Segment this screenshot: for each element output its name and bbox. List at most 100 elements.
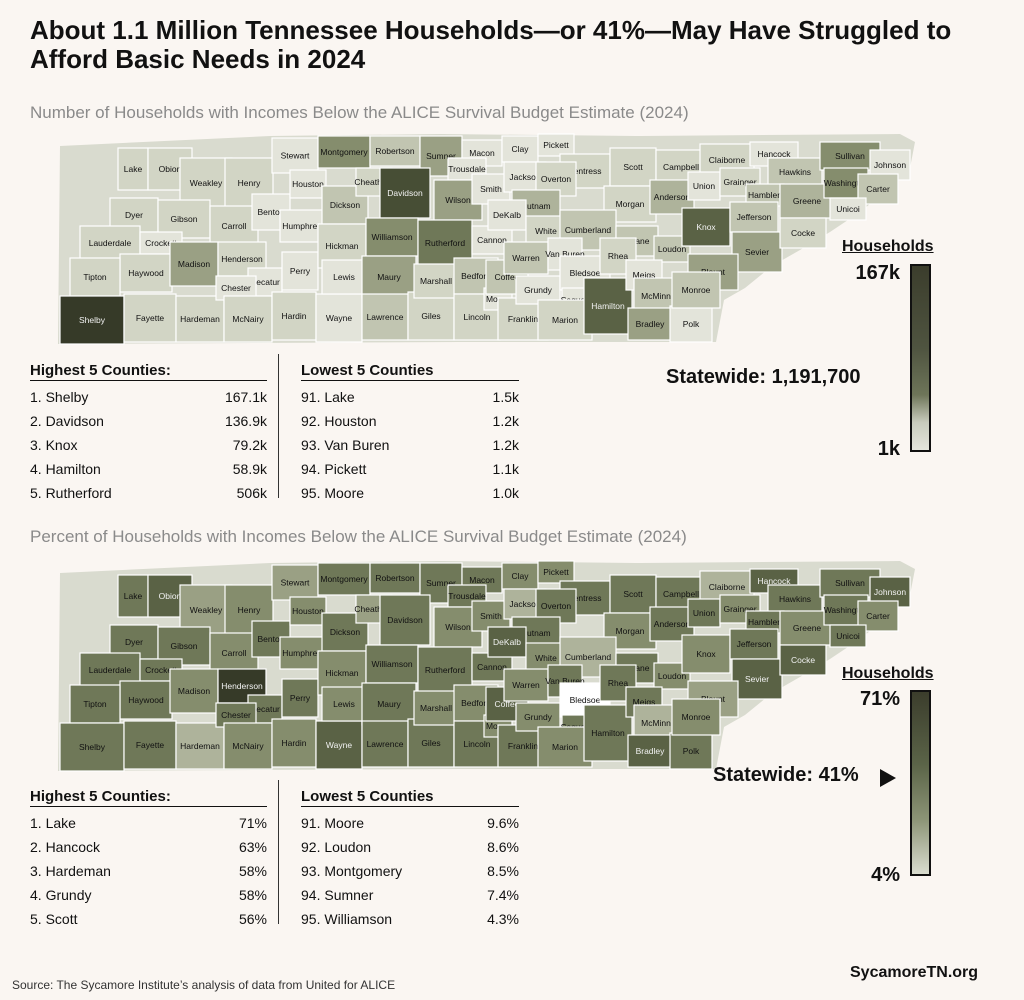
county-label: Bradley [636, 746, 666, 756]
county-label: Loudon [658, 671, 687, 681]
list-item: 93. Montgomery 8.5% [301, 859, 519, 883]
county-label: Haywood [128, 695, 164, 705]
county-label: Pickett [543, 140, 569, 150]
county-shelby [59, 722, 125, 772]
county-label: Davidson [387, 615, 423, 625]
county-label: Crockett [145, 238, 177, 248]
county-label: Union [693, 608, 715, 618]
county-label: Gibson [171, 641, 198, 651]
county-label: Lewis [333, 272, 355, 282]
county-label: Sullivan [835, 578, 865, 588]
county-value: 1.0k [492, 485, 519, 501]
county-marshall [413, 263, 459, 299]
county-monroe [671, 698, 721, 736]
county-label: Cheatham [354, 604, 393, 614]
county-label: Jefferson [737, 212, 772, 222]
county-label: Sevier [745, 247, 769, 257]
county-label: Van Buren [545, 676, 585, 686]
percent-legend-title: Households [842, 665, 934, 682]
county-label: Campbell [663, 162, 699, 172]
county-lewis [321, 686, 367, 722]
county-label: Stewart [281, 151, 310, 161]
county-mcnairy [223, 295, 273, 343]
county-label: Greene [793, 196, 822, 206]
county-label: Meigs [633, 270, 656, 280]
county-value: 1.5k [492, 389, 519, 405]
county-maury [361, 255, 417, 299]
list-item: 95. Williamson 4.3% [301, 907, 519, 931]
county-label: Fentress [568, 593, 601, 603]
county-hardeman [175, 295, 225, 343]
county-label: Trousdale [448, 164, 486, 174]
county-label: Cannon [477, 235, 507, 245]
county-jefferson [729, 201, 779, 233]
county-value: 167.1k [224, 389, 267, 405]
county-knox [681, 634, 731, 674]
count-map-svg: Lake Obion Weakley Henry Stewart Montgomery Ro… [58, 133, 915, 345]
county-label: Polk [683, 319, 700, 329]
county-label: Loudon [658, 244, 687, 254]
count-statewide-total: Statewide: 1,191,700 [666, 366, 861, 388]
county-value: 58% [238, 887, 267, 903]
county-label: Hardin [281, 738, 306, 748]
county-sevier [731, 231, 783, 273]
county-label: Hardeman [180, 314, 220, 324]
list-item: 91. Moore 9.6% [301, 811, 519, 835]
county-label: Marion [552, 315, 578, 325]
county-label: Rhea [608, 678, 629, 688]
county-label: DeKalb [493, 210, 521, 220]
county-label: Henderson [221, 681, 263, 691]
county-tipton [69, 257, 121, 297]
county-mcnairy [223, 722, 273, 770]
county-label: Wilson [445, 622, 471, 632]
county-name: 91. Moore [301, 815, 365, 831]
county-label: Haywood [128, 268, 164, 278]
county-label: Franklin [508, 314, 539, 324]
county-label: Robertson [375, 573, 414, 583]
county-label: Wilson [445, 195, 471, 205]
county-label: Robertson [375, 146, 414, 156]
county-label: Macon [469, 575, 495, 585]
county-hardin [271, 718, 317, 768]
county-carroll [209, 632, 259, 674]
county-lawrence [361, 293, 409, 341]
county-madison [169, 668, 219, 714]
count-legend-title: Households [842, 238, 934, 255]
county-label: Tipton [83, 272, 107, 282]
county-label: Rutherford [425, 665, 465, 675]
count-legend-max: 167k [855, 262, 901, 284]
list-item: 4. Hamilton 58.9k [30, 457, 267, 481]
county-label: Hickman [325, 668, 358, 678]
county-label: Sumner [426, 578, 456, 588]
list-item: 1. Lake 71% [30, 811, 267, 835]
county-label: Johnson [874, 587, 906, 597]
county-label: Cheatham [354, 177, 393, 187]
county-label: Knox [696, 649, 716, 659]
county-name: 94. Pickett [301, 461, 367, 477]
county-label: Coffee [495, 272, 520, 282]
county-label: Shelby [79, 742, 106, 752]
county-label: Dyer [125, 637, 143, 647]
county-label: Maury [377, 272, 401, 282]
county-lake [117, 574, 149, 618]
county-label: Hamilton [591, 728, 625, 738]
list-item: 3. Hardeman 58% [30, 859, 267, 883]
percent-highest-header: Highest 5 Counties: [30, 788, 267, 807]
county-value: 4.3% [487, 911, 519, 927]
county-label: Knox [696, 222, 716, 232]
county-label: Perry [290, 266, 311, 276]
list-divider [278, 780, 279, 924]
county-value: 506k [236, 485, 267, 501]
county-label: Henderson [221, 254, 263, 264]
county-label: Polk [683, 746, 700, 756]
county-name: 92. Loudon [301, 839, 372, 855]
count-county-map: Lake Obion Weakley Henry Stewart Montgomery Ro… [40, 128, 920, 358]
county-hamilton [583, 277, 633, 335]
county-label: Hamblen [748, 617, 782, 627]
county-label: Clay [511, 571, 529, 581]
statewide-marker-arrow-icon [880, 769, 896, 787]
county-label: Rhea [608, 251, 629, 261]
county-label: Stewart [281, 578, 310, 588]
county-label: Fentress [568, 166, 601, 176]
county-label: Franklin [508, 741, 539, 751]
